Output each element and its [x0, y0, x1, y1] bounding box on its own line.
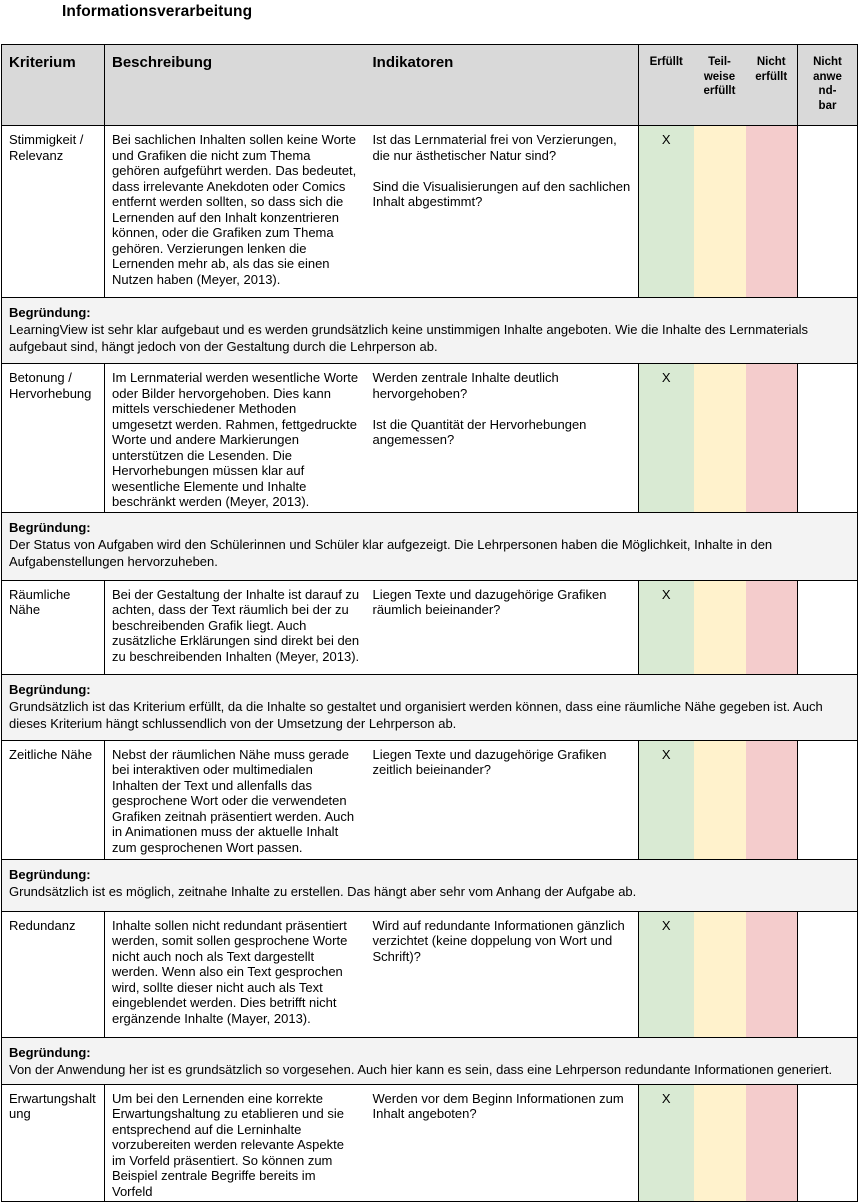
status-cell-erfuellt[interactable]: X [638, 125, 694, 298]
begruendung-row: Begründung: Von der Anwendung her ist es… [1, 1037, 858, 1084]
begruendung-cell: Begründung: Grundsätzlich ist das Kriter… [1, 674, 858, 740]
status-cell-nicht-anwendbar[interactable] [797, 1084, 858, 1202]
status-cell-nicht-anwendbar[interactable] [797, 911, 858, 1037]
kriterium-cell: Redundanz [1, 911, 105, 1037]
kriterium-cell: Räumliche Nähe [1, 580, 105, 674]
begruendung-text: LearningView ist sehr klar aufgebaut und… [9, 322, 809, 354]
indikatoren-cell: Liegen Texte und dazugehörige Grafiken r… [365, 580, 639, 674]
kriterium-cell: Betonung / Hervorhebung [1, 363, 105, 512]
status-cell-teilweise-erfuellt[interactable] [693, 125, 746, 298]
beschreibung-cell: Bei sachlichen Inhalten sollen keine Wor… [112, 132, 357, 287]
status-cell-nicht-erfuellt[interactable] [745, 363, 798, 512]
criterion-row-raeumliche-naehe: Räumliche Nähe Bei der Gestaltung der In… [1, 580, 858, 674]
status-cell-erfuellt[interactable]: X [638, 1084, 694, 1202]
status-cell-nicht-anwendbar[interactable] [797, 363, 858, 512]
page-title: Informationsverarbeitung [62, 3, 253, 20]
status-cell-nicht-anwendbar[interactable] [797, 580, 858, 674]
begruendung-label: Begründung: [9, 866, 91, 882]
status-cell-erfuellt[interactable]: X [638, 580, 694, 674]
column-header-indikatoren: Indikatoren [365, 44, 639, 126]
indikatoren-cell: Werden zentrale Inhalte deutlich hervorg… [365, 363, 639, 512]
begruendung-row: Begründung: Grundsätzlich ist das Kriter… [1, 674, 858, 740]
criterion-row-erwartungshaltung: Erwartungshaltung Um bei den Lernenden e… [1, 1084, 858, 1202]
column-header-nicht-erfuellt: Nicht erfüllt [745, 44, 798, 126]
begruendung-label: Begründung: [9, 681, 91, 697]
beschreibung-cell: Inhalte sollen nicht redundant präsentie… [112, 917, 348, 1026]
column-header-erfuellt: Erfüllt [638, 44, 694, 126]
beschreibung-cell: Nebst der räumlichen Nähe muss gerade be… [112, 746, 355, 855]
begruendung-label: Begründung: [9, 1044, 91, 1060]
column-header-kriterium: Kriterium [1, 44, 105, 126]
begruendung-text: Der Status von Aufgaben wird den Schüler… [9, 536, 773, 569]
criterion-row-stimmigkeit-relevanz: Stimmigkeit / Relevanz Bei sachlichen In… [1, 125, 858, 298]
criterion-row-betonung-hervorhebung: Betonung / Hervorhebung Im Lernmaterial … [1, 363, 858, 512]
begruendung-label: Begründung: [9, 305, 91, 320]
status-cell-erfuellt[interactable]: X [638, 363, 694, 512]
begruendung-text: Grundsätzlich ist das Kriterium erfüllt,… [9, 698, 823, 731]
indikatoren-cell: Ist das Lernmaterial frei von Verzierung… [365, 125, 639, 298]
status-cell-teilweise-erfuellt[interactable] [693, 580, 746, 674]
begruendung-label: Begründung: [9, 519, 91, 535]
status-cell-teilweise-erfuellt[interactable] [693, 1084, 746, 1202]
kriterium-cell: Erwartungshaltung [1, 1084, 105, 1202]
status-cell-nicht-erfuellt[interactable] [745, 1084, 798, 1202]
status-cell-nicht-erfuellt[interactable] [745, 125, 798, 298]
indikatoren-cell: Werden vor dem Beginn Informationen zum … [365, 1084, 639, 1202]
status-cell-nicht-anwendbar[interactable] [797, 125, 858, 298]
begruendung-row: Begründung: Grundsätzlich ist es möglich… [1, 859, 858, 911]
column-header-teilweise-erfuellt: Teil- weise erfüllt [693, 44, 746, 126]
begruendung-cell: Begründung: Von der Anwendung her ist es… [1, 1037, 858, 1084]
status-cell-nicht-erfuellt[interactable] [745, 580, 798, 674]
begruendung-text: Von der Anwendung her ist es grundsätzli… [9, 1061, 833, 1077]
beschreibung-cell: Um bei den Lernenden eine korrekte Erwar… [112, 1090, 344, 1199]
begruendung-text: Grundsätzlich ist es möglich, zeitnahe I… [9, 883, 637, 899]
status-cell-teilweise-erfuellt[interactable] [693, 740, 746, 859]
status-cell-nicht-erfuellt[interactable] [745, 740, 798, 859]
criterion-row-redundanz: Redundanz Inhalte sollen nicht redundant… [1, 911, 858, 1037]
kriterium-cell: Stimmigkeit / Relevanz [1, 125, 105, 298]
begruendung-row: Begründung: Der Status von Aufgaben wird… [1, 512, 858, 580]
begruendung-cell: Begründung: Der Status von Aufgaben wird… [1, 512, 858, 580]
column-header-beschreibung: Beschreibung [104, 44, 366, 126]
status-cell-nicht-erfuellt[interactable] [745, 911, 798, 1037]
status-cell-erfuellt[interactable]: X [638, 740, 694, 859]
beschreibung-cell: Im Lernmaterial werden wesentliche Worte… [112, 370, 359, 509]
evaluation-table: Kriterium Beschreibung Indikatoren Erfül… [1, 44, 858, 1202]
status-cell-erfuellt[interactable]: X [638, 911, 694, 1037]
status-cell-teilweise-erfuellt[interactable] [693, 911, 746, 1037]
indikatoren-cell: Liegen Texte und dazugehörige Grafiken z… [365, 740, 639, 859]
table-header-row: Kriterium Beschreibung Indikatoren Erfül… [1, 44, 858, 126]
begruendung-row: Begründung: LearningView ist sehr klar a… [1, 297, 858, 364]
indikatoren-cell: Wird auf redundante Informationen gänzli… [365, 911, 639, 1037]
status-cell-teilweise-erfuellt[interactable] [693, 363, 746, 512]
beschreibung-cell: Bei der Gestaltung der Inhalte ist darau… [112, 586, 360, 664]
column-header-nicht-anwendbar: Nicht anwe nd- bar [797, 44, 858, 126]
begruendung-cell: Begründung: Grundsätzlich ist es möglich… [1, 859, 858, 911]
begruendung-cell: Begründung: LearningView ist sehr klar a… [1, 297, 858, 364]
criterion-row-zeitliche-naehe: Zeitliche Nähe Nebst der räumlichen Nähe… [1, 740, 858, 859]
status-cell-nicht-anwendbar[interactable] [797, 740, 858, 859]
kriterium-cell: Zeitliche Nähe [1, 740, 105, 859]
